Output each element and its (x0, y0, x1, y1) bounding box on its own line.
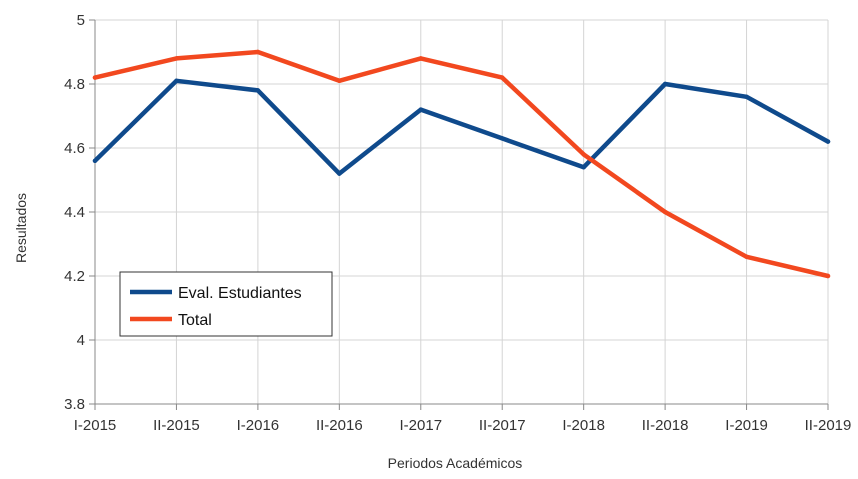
x-tick-label: II-2017 (479, 417, 526, 434)
legend-label: Eval. Estudiantes (178, 285, 302, 302)
grid-lines (94, 19, 829, 405)
data-point (255, 88, 261, 93)
x-tick-label: II-2016 (316, 417, 363, 434)
y-tick-label: 3.8 (64, 396, 85, 413)
x-tick-label: II-2019 (805, 417, 852, 434)
data-point (92, 75, 98, 80)
x-axis-title: Periodos Académicos (388, 455, 523, 471)
x-tick-label: I-2019 (725, 417, 768, 434)
y-tick-label: 4.2 (64, 268, 85, 285)
legend-label: Total (178, 312, 212, 329)
data-point (174, 56, 179, 61)
data-point (825, 139, 831, 144)
data-point (581, 152, 586, 157)
y-tick-label: 4 (77, 332, 85, 349)
x-tick-label: I-2016 (237, 417, 280, 434)
series-lines (92, 49, 831, 279)
data-point (662, 81, 668, 87)
data-point (174, 78, 179, 84)
data-point (418, 107, 423, 112)
x-tick-label: II-2015 (153, 417, 200, 434)
series-line-1 (92, 78, 831, 176)
data-point (744, 94, 749, 100)
y-axis-title: Resultados (13, 193, 29, 263)
axes (89, 19, 829, 410)
data-point (337, 171, 342, 176)
tick-labels: 3.8 4 4.2 4.4 4.6 4.8 5 I-2015 II-2015 I-2016 II-2… (64, 12, 851, 434)
x-tick-label: I-2017 (400, 417, 443, 434)
data-point (92, 158, 98, 163)
data-point (337, 78, 342, 84)
data-point (744, 254, 749, 259)
legend-box (119, 271, 333, 337)
y-tick-label: 4.4 (64, 204, 85, 221)
data-point (418, 56, 423, 61)
data-point (500, 75, 505, 80)
y-tick-label: 5 (77, 12, 85, 29)
x-tick-label: I-2018 (562, 417, 605, 434)
y-tick-label: 4.6 (64, 140, 85, 157)
data-point (825, 273, 831, 279)
data-point (255, 49, 261, 55)
x-tick-label: II-2018 (642, 417, 689, 434)
data-point (581, 165, 586, 170)
x-tick-label: I-2015 (74, 417, 117, 434)
data-point (500, 136, 505, 141)
series-line-2 (92, 49, 831, 279)
legend: Eval. Estudiantes Total (119, 271, 333, 337)
y-tick-label: 4.8 (64, 76, 85, 93)
data-point (662, 209, 668, 215)
